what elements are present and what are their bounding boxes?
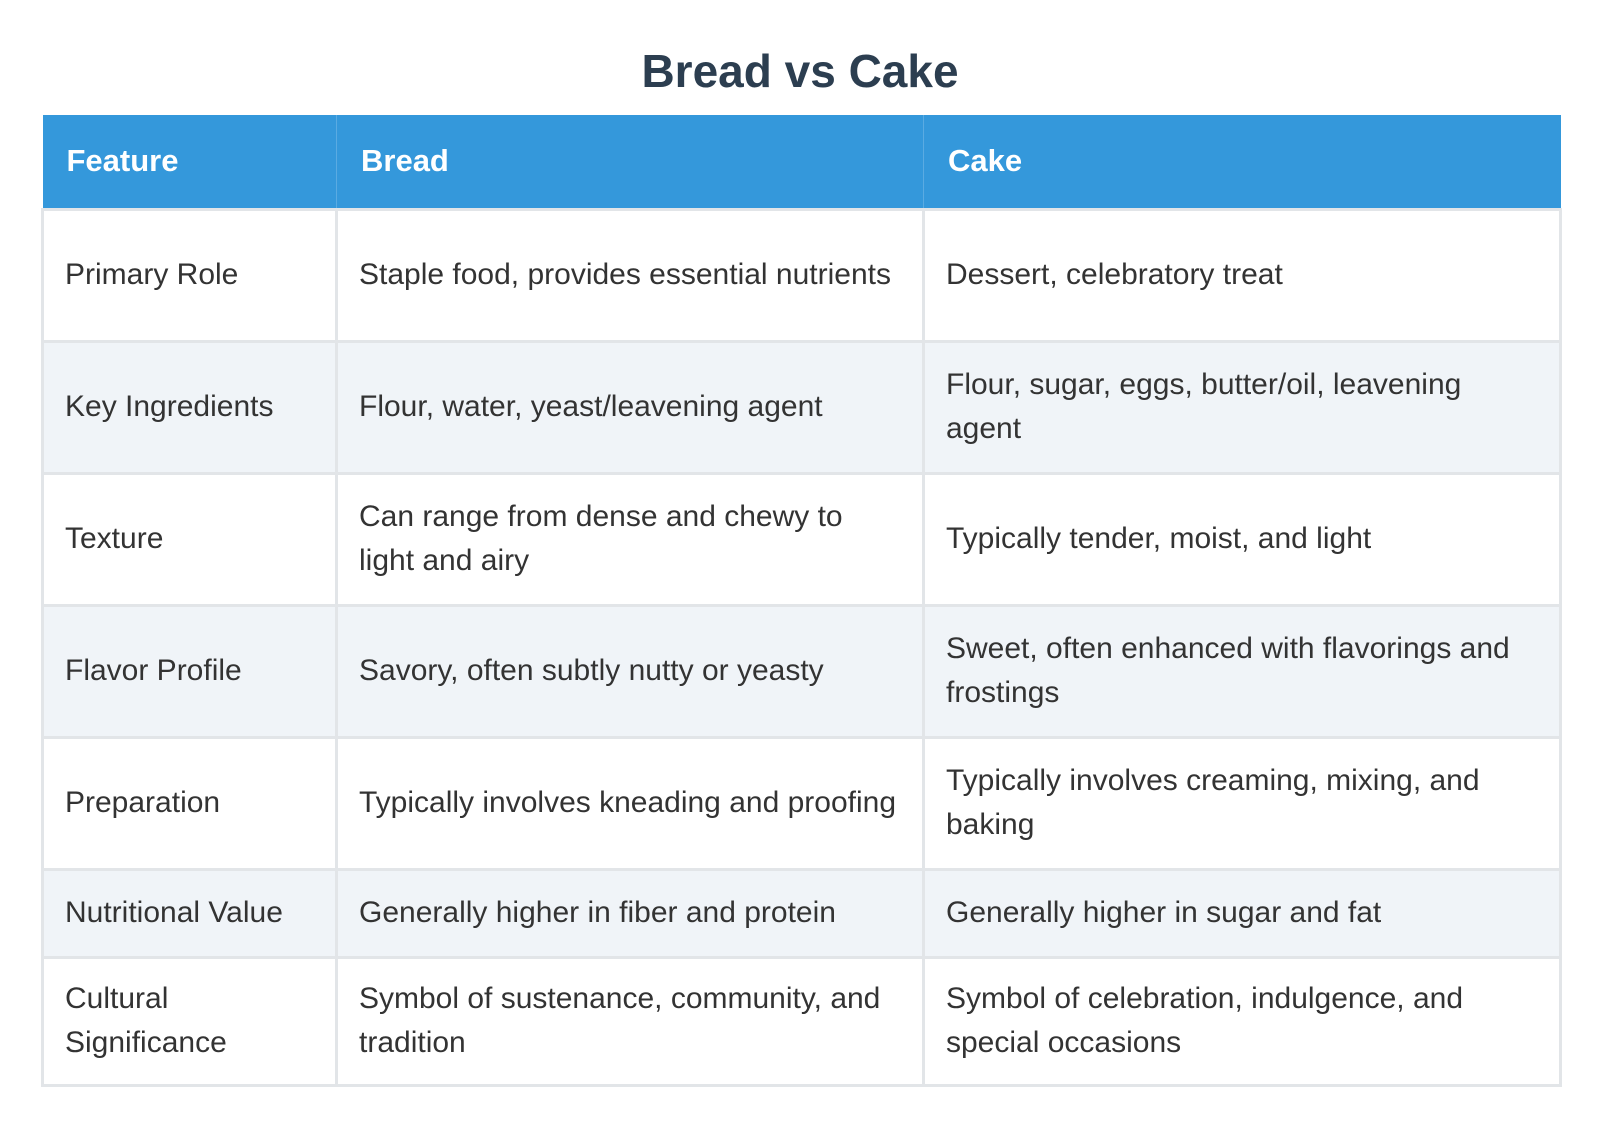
cake-cell: Generally higher in sugar and fat [922,867,1562,959]
column-header-feature: Feature [42,115,337,209]
table-row: Key Ingredients Flour, water, yeast/leav… [41,339,1562,475]
bread-cell: Generally higher in fiber and protein [335,867,925,959]
header-row: Feature Bread Cake [42,115,1561,209]
table-row: Texture Can range from dense and chewy t… [41,471,1562,607]
bread-cell: Can range from dense and chewy to light … [335,471,925,607]
cake-cell: Dessert, celebratory treat [922,207,1562,343]
table-row: Preparation Typically involves kneading … [41,735,1562,871]
table-row: Cultural Significance Symbol of sustenan… [41,955,1562,1087]
cake-cell: Symbol of celebration, indulgence, and s… [922,955,1562,1087]
column-header-bread: Bread [336,115,924,209]
feature-cell: Nutritional Value [41,867,338,959]
feature-cell: Cultural Significance [41,955,338,1087]
bread-cell: Savory, often subtly nutty or yeasty [335,603,925,739]
page-title: Bread vs Cake [641,45,959,97]
feature-cell: Texture [41,471,338,607]
bread-cell: Flour, water, yeast/leavening agent [335,339,925,475]
feature-cell: Flavor Profile [41,603,338,739]
bread-cell: Symbol of sustenance, community, and tra… [335,955,925,1087]
table-body: Primary Role Staple food, provides essen… [41,207,1562,1087]
table-row: Nutritional Value Generally higher in fi… [41,867,1562,959]
feature-cell: Primary Role [41,207,338,343]
bread-cell: Typically involves kneading and proofing [335,735,925,871]
table-header: Feature Bread Cake [42,115,1561,209]
cake-cell: Flour, sugar, eggs, butter/oil, leavenin… [922,339,1562,475]
column-header-cake: Cake [923,115,1561,209]
comparison-table: Feature Bread Cake Primary Role Staple f… [41,115,1562,1087]
feature-cell: Preparation [41,735,338,871]
cake-cell: Typically involves creaming, mixing, and… [922,735,1562,871]
cake-cell: Typically tender, moist, and light [922,471,1562,607]
bread-cell: Staple food, provides essential nutrient… [335,207,925,343]
feature-cell: Key Ingredients [41,339,338,475]
table-row: Flavor Profile Savory, often subtly nutt… [41,603,1562,739]
table-row: Primary Role Staple food, provides essen… [41,207,1562,343]
cake-cell: Sweet, often enhanced with flavorings an… [922,603,1562,739]
